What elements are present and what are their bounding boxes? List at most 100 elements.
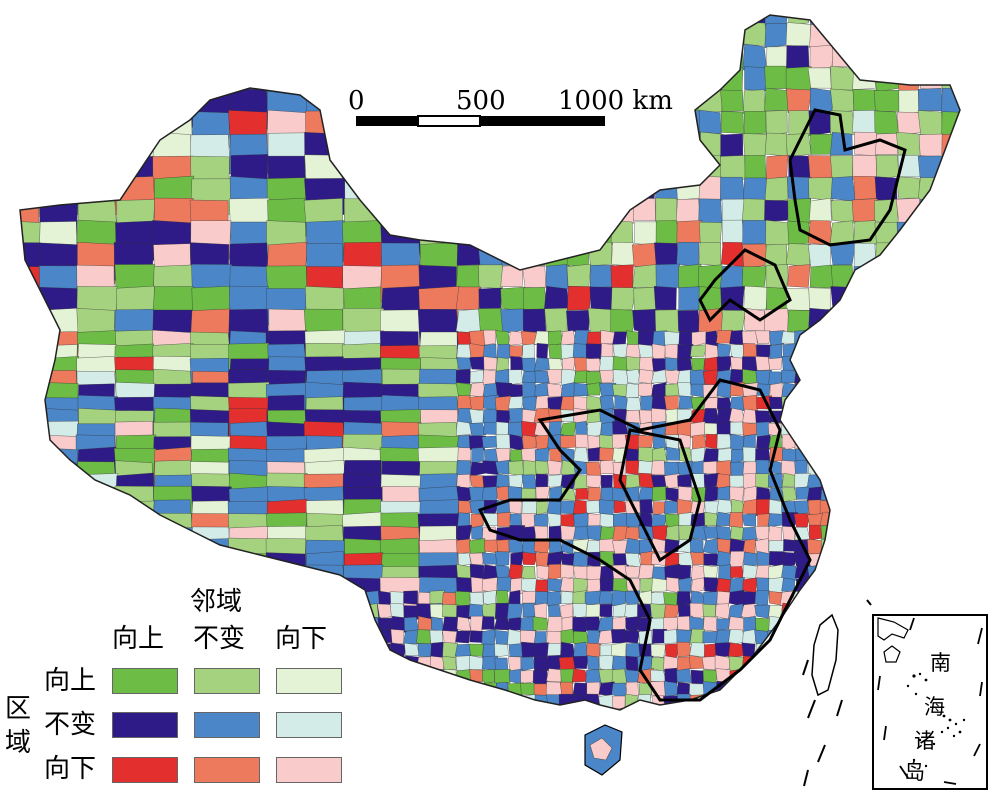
region-cell bbox=[560, 435, 577, 449]
region-cell bbox=[716, 433, 733, 450]
region-cell bbox=[534, 447, 549, 464]
region-cell bbox=[625, 474, 641, 488]
region-cell bbox=[809, 44, 834, 69]
swatch-region-up-neighbor-same bbox=[194, 668, 260, 694]
region-cell bbox=[768, 577, 784, 593]
region-cell bbox=[830, 88, 854, 113]
region-cell bbox=[584, 590, 602, 606]
region-cell bbox=[716, 356, 734, 373]
region-cell bbox=[496, 410, 511, 424]
region-cell bbox=[548, 525, 562, 540]
region-cell bbox=[768, 357, 783, 371]
region-cell bbox=[633, 287, 658, 313]
region-cell bbox=[793, 513, 810, 528]
region-cell bbox=[699, 109, 722, 135]
region-cell bbox=[766, 46, 790, 70]
region-cell bbox=[458, 552, 472, 567]
region-cell bbox=[678, 395, 694, 410]
province-borders bbox=[477, 108, 907, 702]
region-cell bbox=[743, 551, 757, 567]
region-cell bbox=[599, 369, 616, 384]
region-cell bbox=[741, 198, 766, 223]
region-cell bbox=[721, 198, 746, 224]
region-cell bbox=[744, 66, 768, 92]
region-cell bbox=[494, 643, 509, 658]
region-cell bbox=[560, 668, 575, 685]
swatch-region-same-neighbor-down bbox=[276, 712, 342, 738]
region-cell bbox=[534, 370, 550, 384]
region-cell bbox=[456, 357, 473, 371]
region-cell bbox=[703, 537, 720, 555]
region-cell bbox=[585, 461, 602, 478]
region-cell bbox=[469, 422, 487, 438]
north-border bbox=[698, 248, 792, 323]
region-cell bbox=[757, 551, 772, 567]
region-cell bbox=[509, 345, 523, 359]
region-cell bbox=[560, 603, 574, 619]
swatch-region-same-neighbor-same bbox=[194, 712, 260, 738]
region-cell bbox=[587, 307, 614, 334]
region-cell bbox=[666, 577, 680, 594]
region-cell bbox=[720, 133, 744, 158]
legend-region-title-char-2: 域 bbox=[4, 728, 31, 758]
region-cell bbox=[455, 369, 471, 384]
region-cell bbox=[782, 486, 798, 502]
region-cell bbox=[768, 540, 786, 553]
region-cell bbox=[610, 264, 634, 290]
region-cell bbox=[690, 344, 708, 357]
region-cell bbox=[639, 499, 654, 515]
region-cell bbox=[731, 449, 745, 464]
region-cell bbox=[638, 486, 654, 502]
region-cell bbox=[676, 629, 693, 644]
region-cell bbox=[521, 500, 539, 516]
south-china-sea-inset: 南 海 诸 岛 bbox=[872, 614, 988, 790]
region-cell bbox=[809, 264, 834, 289]
region-cell bbox=[586, 525, 602, 542]
region-cell bbox=[730, 421, 745, 435]
region-cell bbox=[717, 407, 733, 425]
region-cell bbox=[612, 616, 628, 631]
region-cell bbox=[611, 242, 635, 267]
region-cell bbox=[756, 434, 771, 450]
region-cell bbox=[874, 198, 899, 224]
region-cell bbox=[521, 357, 536, 373]
region-cell bbox=[666, 524, 679, 542]
region-cell bbox=[786, 88, 813, 113]
region-cell bbox=[744, 155, 767, 180]
region-cell bbox=[626, 409, 641, 424]
swatch-region-down-neighbor-up bbox=[112, 757, 178, 783]
region-cell bbox=[730, 433, 745, 451]
region-cell bbox=[651, 577, 668, 593]
region-cell bbox=[769, 343, 783, 360]
region-cell bbox=[481, 616, 495, 630]
region-cell bbox=[632, 309, 657, 334]
region-cell bbox=[764, 87, 790, 111]
region-cell bbox=[625, 527, 642, 540]
legend-row-same: 不变 bbox=[44, 710, 97, 740]
region-cell bbox=[508, 369, 523, 386]
region-cell bbox=[469, 538, 487, 554]
region-cell bbox=[793, 500, 809, 515]
region-cell bbox=[664, 395, 679, 411]
legend-col-up: 向上 bbox=[112, 624, 165, 654]
inset-label-char-3: 诸 bbox=[914, 729, 935, 753]
region-cell bbox=[634, 221, 659, 246]
region-cell bbox=[625, 397, 642, 412]
region-cell bbox=[468, 643, 484, 657]
region-cell bbox=[666, 446, 681, 461]
region-cell bbox=[572, 616, 587, 633]
region-cell bbox=[783, 539, 797, 552]
region-cell bbox=[755, 356, 770, 371]
legend-row-down: 向下 bbox=[44, 754, 97, 784]
region-cell bbox=[766, 154, 789, 180]
region-cell bbox=[586, 343, 603, 360]
region-cell bbox=[640, 550, 655, 567]
region-cell bbox=[632, 264, 658, 288]
region-cell bbox=[520, 682, 536, 696]
region-cell bbox=[455, 591, 471, 608]
region-cell bbox=[743, 472, 758, 489]
region-cell bbox=[741, 527, 758, 541]
region-cell bbox=[637, 435, 654, 451]
region-cell bbox=[597, 615, 615, 632]
legend-neighbor-title: 邻域 bbox=[190, 587, 243, 617]
